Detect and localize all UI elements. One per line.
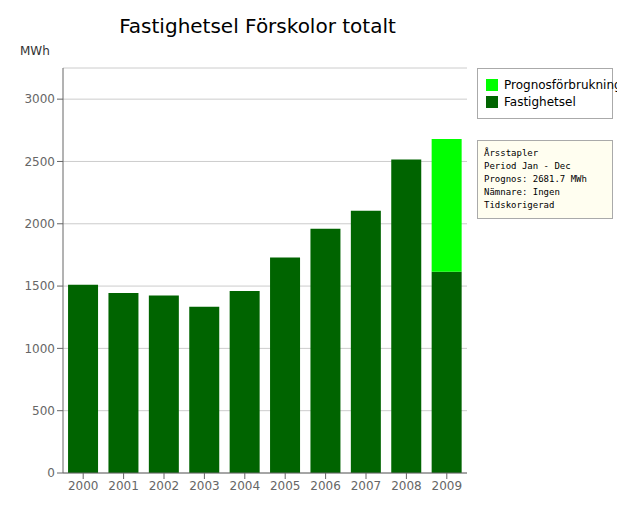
html-text:Prognos: 2681.7 MWh: Prognos: 2681.7 MWh xyxy=(484,174,587,184)
svg-text:3000: 3000 xyxy=(24,92,55,106)
svg-text:2000: 2000 xyxy=(68,479,99,493)
html-text:MWh: MWh xyxy=(20,44,50,58)
html-text:Nämnare: Ingen: Nämnare: Ingen xyxy=(484,187,560,197)
svg-text:1000: 1000 xyxy=(24,342,55,356)
html-text:Prognosförbrukning: Prognosförbrukning xyxy=(504,78,622,92)
svg-text:2000: 2000 xyxy=(24,217,55,231)
svg-text:2006: 2006 xyxy=(310,479,341,493)
html-text:Fastighetsel Förskolor totalt: Fastighetsel Förskolor totalt xyxy=(119,14,396,38)
svg-text:0: 0 xyxy=(47,466,55,480)
svg-text:2500: 2500 xyxy=(24,155,55,169)
svg-text:2007: 2007 xyxy=(351,479,382,493)
svg-text:2008: 2008 xyxy=(391,479,422,493)
html-text:Period Jan - Dec: Period Jan - Dec xyxy=(484,161,571,171)
svg-text:2009: 2009 xyxy=(432,479,463,493)
html-text:Fastighetsel: Fastighetsel xyxy=(504,95,576,109)
svg-text:500: 500 xyxy=(32,404,55,418)
html-text:Årsstapler: Årsstapler xyxy=(484,148,539,158)
svg-text:2004: 2004 xyxy=(230,479,261,493)
svg-text:1500: 1500 xyxy=(24,279,55,293)
svg-text:2003: 2003 xyxy=(189,479,220,493)
svg-text:2002: 2002 xyxy=(149,479,180,493)
html-text:Tidskorigerad: Tidskorigerad xyxy=(484,200,555,210)
svg-text:2001: 2001 xyxy=(108,479,139,493)
svg-text:2005: 2005 xyxy=(270,479,301,493)
